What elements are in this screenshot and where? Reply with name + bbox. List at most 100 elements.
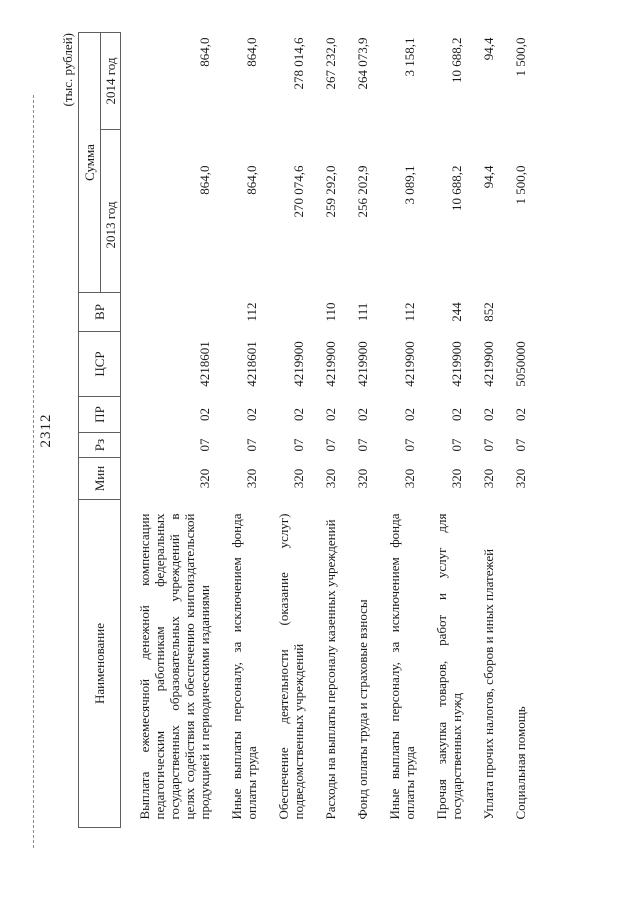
cell-csr: 4219900 (355, 341, 370, 387)
cell-name: Уплата прочих налогов, сборов и иных пла… (481, 548, 496, 820)
cell-vr: 111 (355, 302, 370, 322)
cell-name: Социальная помощь (513, 706, 528, 820)
cell-y2013: 259 292,0 (323, 165, 338, 218)
cell-name: Иные выплаты персоналу, за исключением ф… (229, 513, 259, 820)
table-row: Расходы на выплаты персоналу казенных уч… (307, 33, 339, 828)
cell-rz: 07 (402, 438, 417, 452)
col-header-2013: 2013 год (100, 129, 121, 293)
col-header-pr: ПР (78, 396, 121, 433)
cell-pr: 02 (291, 408, 306, 421)
cell-csr: 4218601 (244, 341, 259, 387)
cell-rz: 07 (197, 438, 212, 452)
cell-vr: 110 (323, 302, 338, 322)
cell-min: 320 (197, 468, 212, 489)
cell-pr: 02 (449, 408, 464, 421)
page-number: 2312 (38, 413, 54, 448)
col-header-2014: 2014 год (100, 32, 121, 130)
cell-rz: 07 (481, 438, 496, 452)
cell-min: 320 (513, 468, 528, 489)
cell-min: 320 (323, 468, 338, 489)
cell-min: 320 (449, 468, 464, 489)
cell-min: 320 (481, 468, 496, 489)
col-header-rz: Рз (78, 432, 121, 458)
cell-vr (121, 293, 214, 332)
cell-vr: 852 (481, 302, 496, 322)
col-header-name: Наименование (78, 499, 121, 828)
table-body: Выплата ежемесячной денежной компенсации… (121, 33, 530, 828)
cell-rz: 07 (513, 438, 528, 452)
cell-pr: 02 (197, 408, 212, 421)
cell-y2014: 278 014,6 (291, 37, 306, 90)
cell-y2014: 267 232,0 (323, 37, 338, 90)
cell-csr: 5050000 (513, 341, 528, 387)
cell-csr: 4219900 (402, 341, 417, 387)
cell-min: 320 (291, 468, 306, 489)
cell-rz: 07 (291, 438, 306, 452)
cell-vr (497, 293, 529, 332)
cell-y2013: 864,0 (197, 165, 212, 195)
table-row: Иные выплаты персоналу, за исключением ф… (213, 33, 260, 828)
cell-vr: 244 (449, 302, 464, 322)
table-row: Выплата ежемесячной денежной компенсации… (121, 33, 214, 828)
cell-csr: 4219900 (323, 341, 338, 387)
table-row: Обеспечение деятельности (оказание услуг… (260, 33, 307, 828)
budget-table: Наименование Мин Рз ПР ЦСР ВР Сумма 2013… (78, 32, 529, 828)
cell-csr: 4219900 (291, 341, 306, 387)
cell-csr: 4219900 (481, 341, 496, 387)
cell-y2013: 94,4 (481, 165, 496, 189)
table-row: Прочая закупка товаров, работ и услуг дл… (418, 33, 465, 828)
scan-edge-line (33, 95, 34, 848)
col-header-csr: ЦСР (78, 331, 121, 397)
table-row: Фонд оплаты труда и страховые взносы 320 0… (339, 33, 371, 828)
cell-vr: 112 (244, 302, 259, 322)
cell-y2013: 10 688,2 (449, 165, 464, 212)
cell-pr: 02 (481, 408, 496, 421)
col-header-sum: Сумма (78, 32, 101, 293)
cell-y2014: 3 158,1 (402, 37, 417, 77)
cell-min: 320 (402, 468, 417, 489)
cell-pr: 02 (402, 408, 417, 421)
cell-name: Иные выплаты персоналу, за исключением ф… (387, 513, 417, 820)
cell-min: 320 (244, 468, 259, 489)
cell-y2013: 256 202,9 (355, 165, 370, 218)
cell-pr: 02 (513, 408, 528, 421)
cell-min: 320 (355, 468, 370, 489)
cell-y2013: 1 500,0 (513, 165, 528, 205)
cell-name: Расходы на выплаты персоналу казенных уч… (323, 519, 338, 820)
cell-name: Обеспечение деятельности (оказание услуг… (276, 513, 306, 820)
cell-rz: 07 (323, 438, 338, 452)
cell-csr: 4218601 (197, 341, 212, 387)
cell-name: Выплата ежемесячной денежной компенсации… (137, 513, 212, 820)
cell-name: Прочая закупка товаров, работ и услуг дл… (434, 513, 464, 820)
table-row: Иные выплаты персоналу, за исключением ф… (371, 33, 418, 828)
cell-rz: 07 (244, 438, 259, 452)
cell-pr: 02 (355, 408, 370, 421)
cell-vr: 112 (402, 302, 417, 322)
units-note: (тыс. рублей) (60, 33, 75, 107)
table-row: Социальная помощь 320 07 02 5050000 1 500,0 1 … (497, 33, 529, 828)
page-content: 2312 (тыс. рублей) Наименование Мин (38, 32, 529, 828)
cell-csr: 4219900 (449, 341, 464, 387)
cell-y2014: 864,0 (244, 37, 259, 67)
cell-y2014: 10 688,2 (449, 37, 464, 84)
col-header-min: Мин (78, 457, 121, 500)
col-header-vr: ВР (78, 292, 121, 332)
cell-y2013: 270 074,6 (291, 165, 306, 218)
table-header: Наименование Мин Рз ПР ЦСР ВР Сумма 2013… (78, 32, 121, 828)
cell-y2014: 94,4 (481, 37, 496, 61)
cell-vr (260, 293, 307, 332)
cell-rz: 07 (355, 438, 370, 452)
cell-rz: 07 (449, 438, 464, 452)
cell-y2013: 3 089,1 (402, 165, 417, 205)
header-row-1: Наименование Мин Рз ПР ЦСР ВР Сумма (78, 32, 121, 828)
cell-name: Фонд оплаты труда и страховые взносы (355, 599, 370, 820)
table-row: Уплата прочих налогов, сборов и иных пла… (465, 33, 497, 828)
cell-y2013: 864,0 (244, 165, 259, 195)
cell-y2014: 1 500,0 (513, 37, 528, 77)
cell-pr: 02 (244, 408, 259, 421)
cell-pr: 02 (323, 408, 338, 421)
cell-y2014: 864,0 (197, 37, 212, 67)
cell-y2014: 264 073,9 (355, 37, 370, 90)
